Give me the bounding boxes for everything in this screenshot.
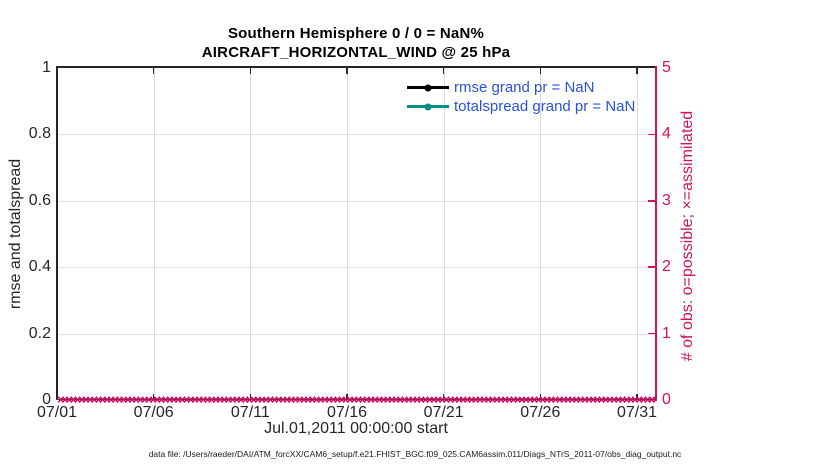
y-tick-label-left: 0.8 [28, 125, 51, 143]
x-tick-mark-top [636, 68, 638, 74]
legend-line [407, 84, 449, 91]
x-tick-mark-top [249, 68, 252, 74]
left-axis-label: rmse and totalspread [7, 158, 24, 310]
y-tick-label-left: 1 [42, 59, 51, 76]
y-tick-label-right: 4 [662, 125, 671, 143]
y-tick-label-right: 0 [662, 391, 671, 408]
legend-line [407, 103, 449, 110]
x-tick-label: 07/01 [36, 404, 78, 421]
y-tick-label-right: 1 [662, 324, 671, 342]
y-tick-mark-right [648, 332, 655, 335]
plot-area [57, 68, 655, 400]
x-axis-label: Jul.01,2011 00:00:00 start [264, 420, 448, 437]
legend-marker-dot [424, 103, 432, 110]
legend-label: rmse grand pr = NaN [454, 79, 595, 96]
y-tick-label-left: 0.6 [28, 191, 51, 209]
x-tick-label: 07/31 [616, 404, 658, 421]
chart-title-line1: Southern Hemisphere 0 / 0 = NaN% [227, 25, 485, 42]
x-tick-label: 07/11 [230, 404, 270, 421]
legend-label: totalspread grand pr = NaN [454, 98, 636, 115]
y-tick-mark-right [648, 200, 655, 202]
data-file-note: data file: /Users/raeder/DAI/ATM_forcXX/… [148, 449, 682, 459]
x-tick-mark-bottom [636, 394, 638, 400]
legend-entry: totalspread grand pr = NaN [407, 97, 635, 116]
gridline-horizontal [57, 333, 655, 335]
bottom-spine [56, 399, 657, 400]
x-tick-mark-top [539, 68, 542, 74]
y-tick-label-right: 2 [662, 258, 671, 276]
legend-entry: rmse grand pr = NaN [407, 78, 635, 97]
gridline-vertical [347, 68, 348, 400]
y-tick-mark-right [648, 266, 655, 268]
y-tick-mark-right [648, 133, 655, 136]
x-tick-mark-top [152, 68, 155, 74]
x-tick-mark-bottom [539, 394, 542, 400]
x-tick-mark-bottom [442, 394, 445, 400]
x-tick-label: 07/16 [326, 404, 368, 421]
x-tick-mark-bottom [249, 394, 252, 400]
gridline-vertical [443, 68, 445, 400]
x-tick-mark-top [442, 68, 445, 74]
gridline-vertical [540, 68, 542, 400]
obs-marker-band: ××××××××××××××××××××××××××××××××××××××××… [57, 395, 656, 405]
y-tick-label-left: 0.4 [28, 258, 51, 276]
x-tick-mark-bottom [152, 394, 155, 400]
legend-marker-dot [424, 84, 432, 91]
top-spine [56, 66, 657, 68]
chart-title-line2: AIRCRAFT_HORIZONTAL_WIND @ 25 hPa [201, 44, 511, 61]
gridline-vertical [250, 68, 252, 400]
gridline-horizontal [57, 134, 655, 136]
y-tick-label-right: 3 [662, 191, 671, 209]
gridline-horizontal [57, 267, 655, 269]
left-spine [56, 66, 58, 400]
gridline-vertical [637, 68, 638, 400]
gridline-horizontal [57, 200, 655, 202]
right-spine [655, 66, 657, 401]
x-tick-label: 07/21 [423, 404, 464, 421]
y-tick-label-left: 0 [42, 391, 51, 408]
x-tick-label: 07/06 [133, 404, 174, 421]
gridline-vertical [153, 68, 155, 400]
y-tick-label-right: 5 [662, 59, 671, 76]
x-tick-mark-bottom [346, 394, 348, 400]
legend: rmse grand pr = NaN totalspread grand pr … [407, 78, 635, 116]
x-tick-mark-top [346, 68, 348, 74]
y-tick-label-left: 0.2 [28, 324, 51, 342]
x-tick-label: 07/26 [520, 404, 561, 421]
chart-title: Southern Hemisphere 0 / 0 = NaN% AIRCRAF… [57, 24, 655, 62]
